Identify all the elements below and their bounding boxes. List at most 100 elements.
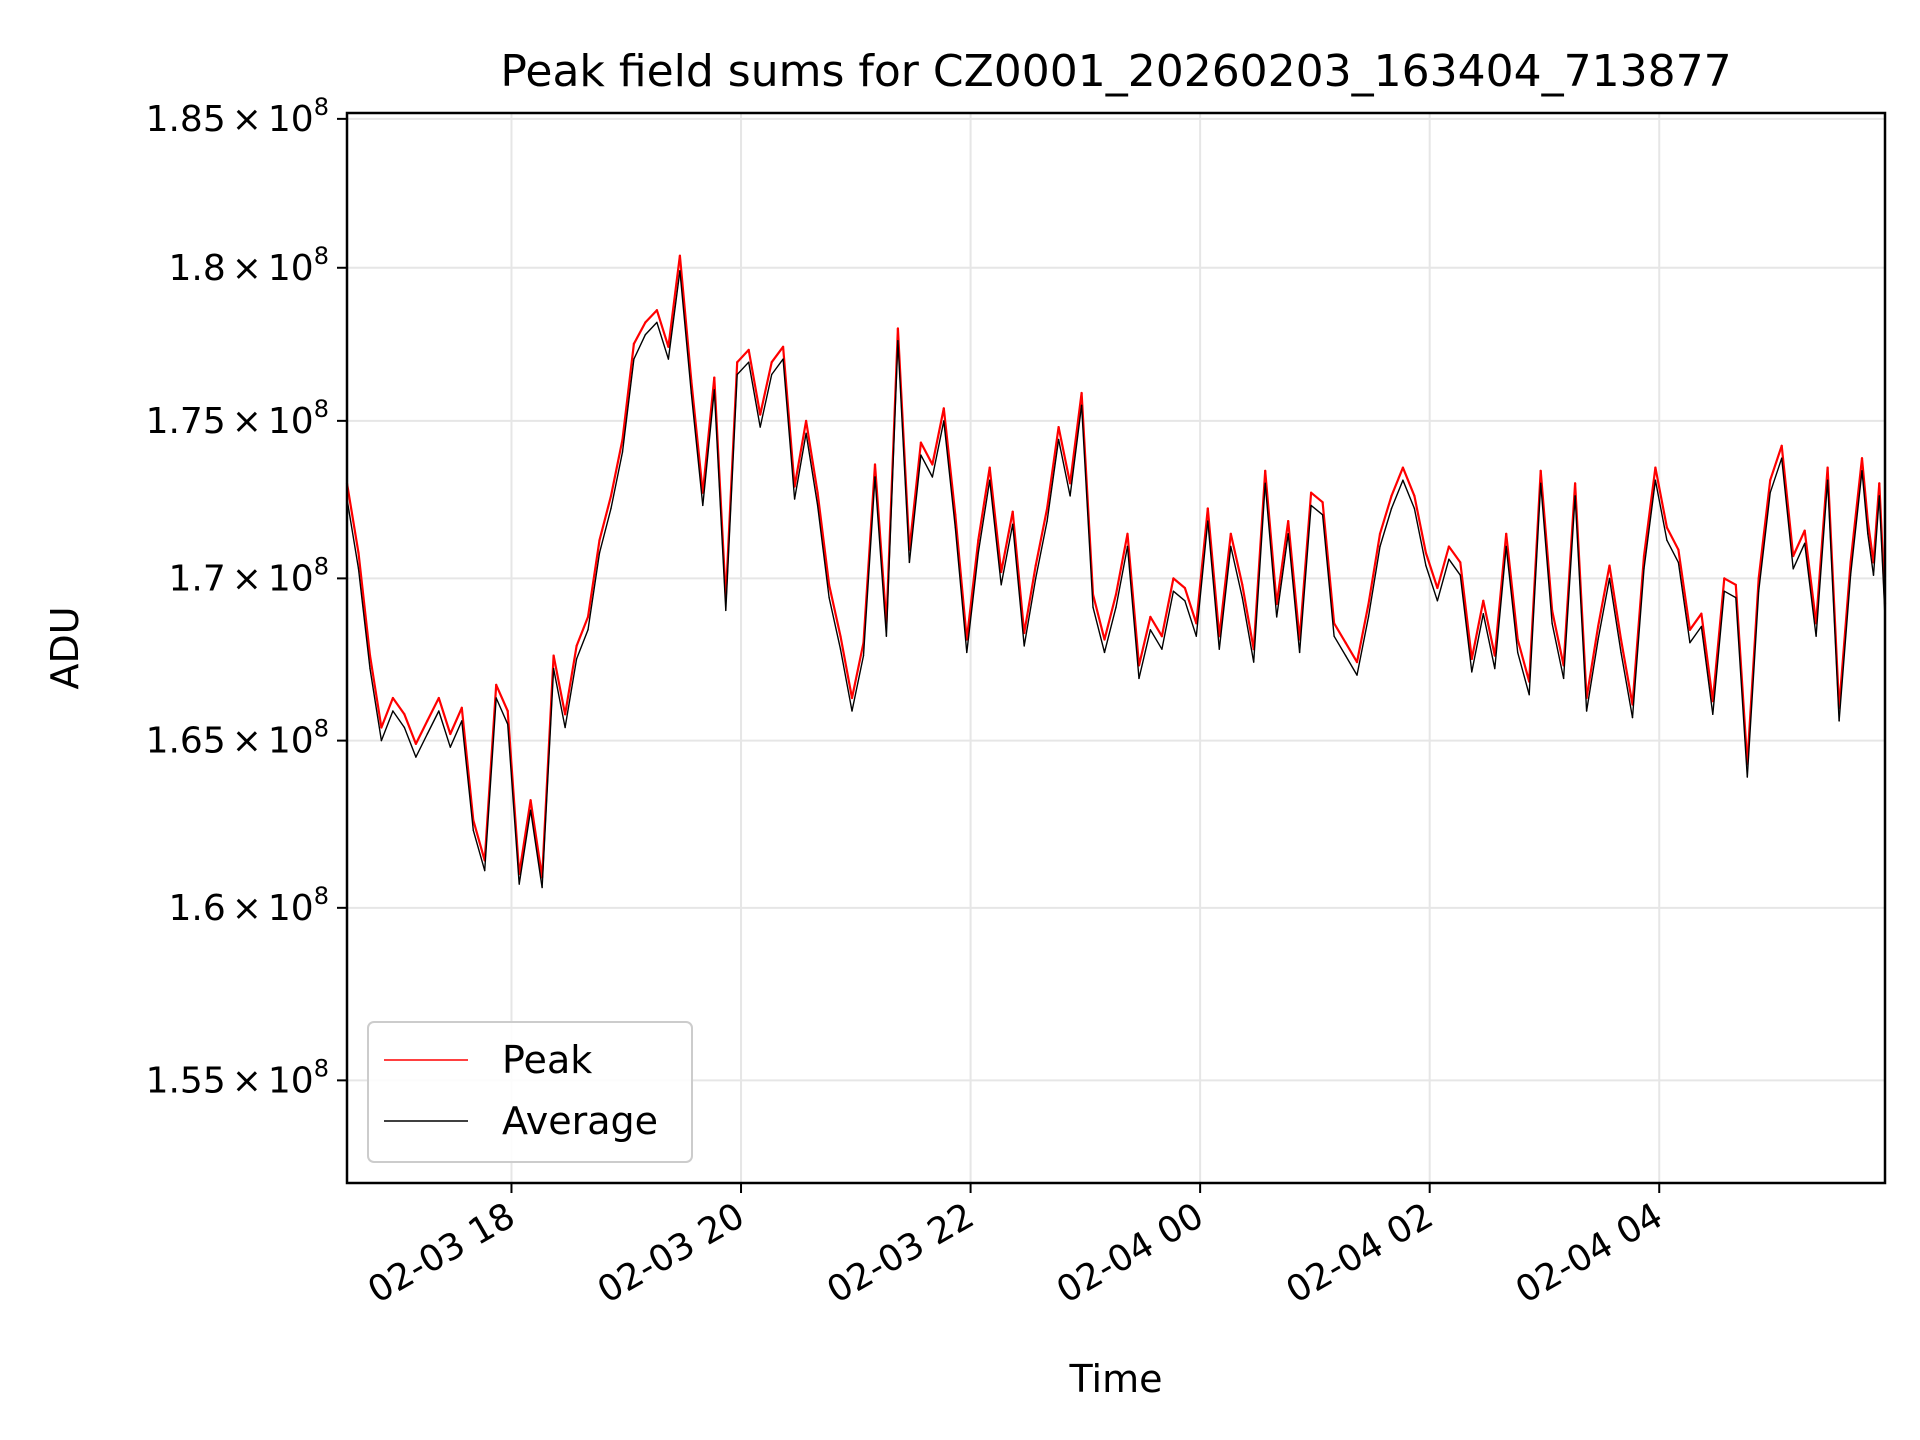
series-segment (701, 376, 716, 494)
series-segment (357, 568, 371, 670)
series-segment (1424, 551, 1439, 590)
series-segment (587, 552, 601, 631)
y-tick-exponent: 8 (314, 715, 329, 743)
series-segment (702, 389, 715, 507)
series-segment (563, 644, 578, 716)
series-segment (1046, 438, 1060, 522)
series-segment (1849, 470, 1863, 576)
series-segment (1402, 479, 1416, 510)
series-segment (368, 654, 383, 729)
series-segment (1689, 625, 1703, 644)
series-segment (908, 454, 922, 564)
series-segment (1550, 609, 1565, 667)
chart-title: Peak field sums for CZ0001_20260203_1634… (500, 46, 1731, 97)
y-tick-times: × (232, 1060, 262, 1101)
series-segment (403, 726, 417, 758)
series-segment (759, 373, 773, 428)
series-segment (1780, 444, 1795, 558)
y-tick-base: 10 (268, 1060, 314, 1101)
series-segment (1195, 520, 1209, 637)
series-segment (1700, 612, 1714, 703)
series-segment (1470, 599, 1485, 661)
series-segment (942, 407, 957, 516)
series-segment (839, 648, 853, 712)
series-segment (678, 254, 693, 382)
series-segment (1792, 529, 1806, 558)
series-segment (1023, 577, 1037, 647)
series-segment (1447, 545, 1462, 564)
series-segment (1126, 532, 1141, 667)
series-segment (816, 504, 830, 599)
series-segment (1390, 466, 1405, 497)
series-segment (1861, 470, 1869, 535)
y-tick-base: 10 (268, 721, 314, 762)
series-segment (449, 706, 463, 736)
series-segment (1229, 532, 1244, 586)
series-segment (1631, 554, 1646, 706)
series-segment (415, 733, 428, 758)
series-segment (1103, 593, 1118, 641)
series-segment (1012, 523, 1025, 647)
series-segment (391, 696, 406, 716)
series-segment (1815, 479, 1829, 637)
series-segment (977, 466, 991, 542)
series-segment (1619, 638, 1634, 706)
series-segment (609, 438, 624, 497)
series-segment (1287, 519, 1301, 641)
series-segment (1608, 564, 1623, 641)
series-segment (839, 635, 854, 700)
series-segment (1321, 501, 1336, 625)
series-segment (759, 361, 773, 416)
series-segment (472, 819, 486, 862)
series-segment (771, 358, 784, 376)
series-segment (1218, 545, 1232, 650)
series-segment (1608, 577, 1622, 654)
series-segment (679, 270, 692, 394)
series-segment (1310, 504, 1324, 516)
series-segment (564, 658, 578, 729)
series-segment (1241, 583, 1255, 651)
series-segment (1264, 482, 1278, 618)
series-segment (529, 799, 544, 879)
series-segment (920, 454, 934, 478)
series-segment (1321, 514, 1335, 637)
y-tick-times: × (232, 99, 262, 140)
series-segment (1711, 577, 1726, 703)
series-segment (1275, 519, 1290, 606)
y-tick-exponent: 8 (314, 552, 329, 580)
series-segment (1137, 615, 1152, 667)
series-segment (598, 507, 612, 554)
series-segment (1666, 539, 1680, 564)
series-segment (1803, 529, 1818, 625)
series-segment (1723, 590, 1737, 599)
series-segment (1034, 507, 1049, 567)
series-segment (621, 342, 636, 441)
series-segment (380, 696, 394, 729)
y-tick-base: 10 (268, 99, 314, 140)
series-segment (1160, 577, 1175, 638)
series-segment (725, 373, 738, 612)
series-segment (1643, 479, 1657, 570)
series-segment (437, 696, 452, 736)
series-segment (1149, 615, 1164, 638)
legend-average-label: Average (502, 1099, 658, 1143)
grid (347, 113, 1885, 1183)
series-segment (575, 629, 589, 660)
series-segment (460, 706, 475, 822)
series-segment (782, 358, 796, 500)
series-segment (1264, 469, 1278, 606)
series-segment (1585, 625, 1600, 700)
series-segment (1867, 533, 1875, 576)
series-segment (943, 420, 956, 529)
series-segment (1780, 457, 1794, 570)
series-segment (805, 432, 819, 507)
y-tick-label: 1.75 × 108 (146, 395, 329, 442)
series-segment (1172, 577, 1187, 590)
legend-box (367, 1021, 693, 1163)
series-segment (1378, 494, 1393, 535)
series-segment (1183, 586, 1198, 625)
series-segment (507, 723, 520, 885)
series-segment (1688, 612, 1703, 631)
series-segment (1436, 545, 1451, 590)
